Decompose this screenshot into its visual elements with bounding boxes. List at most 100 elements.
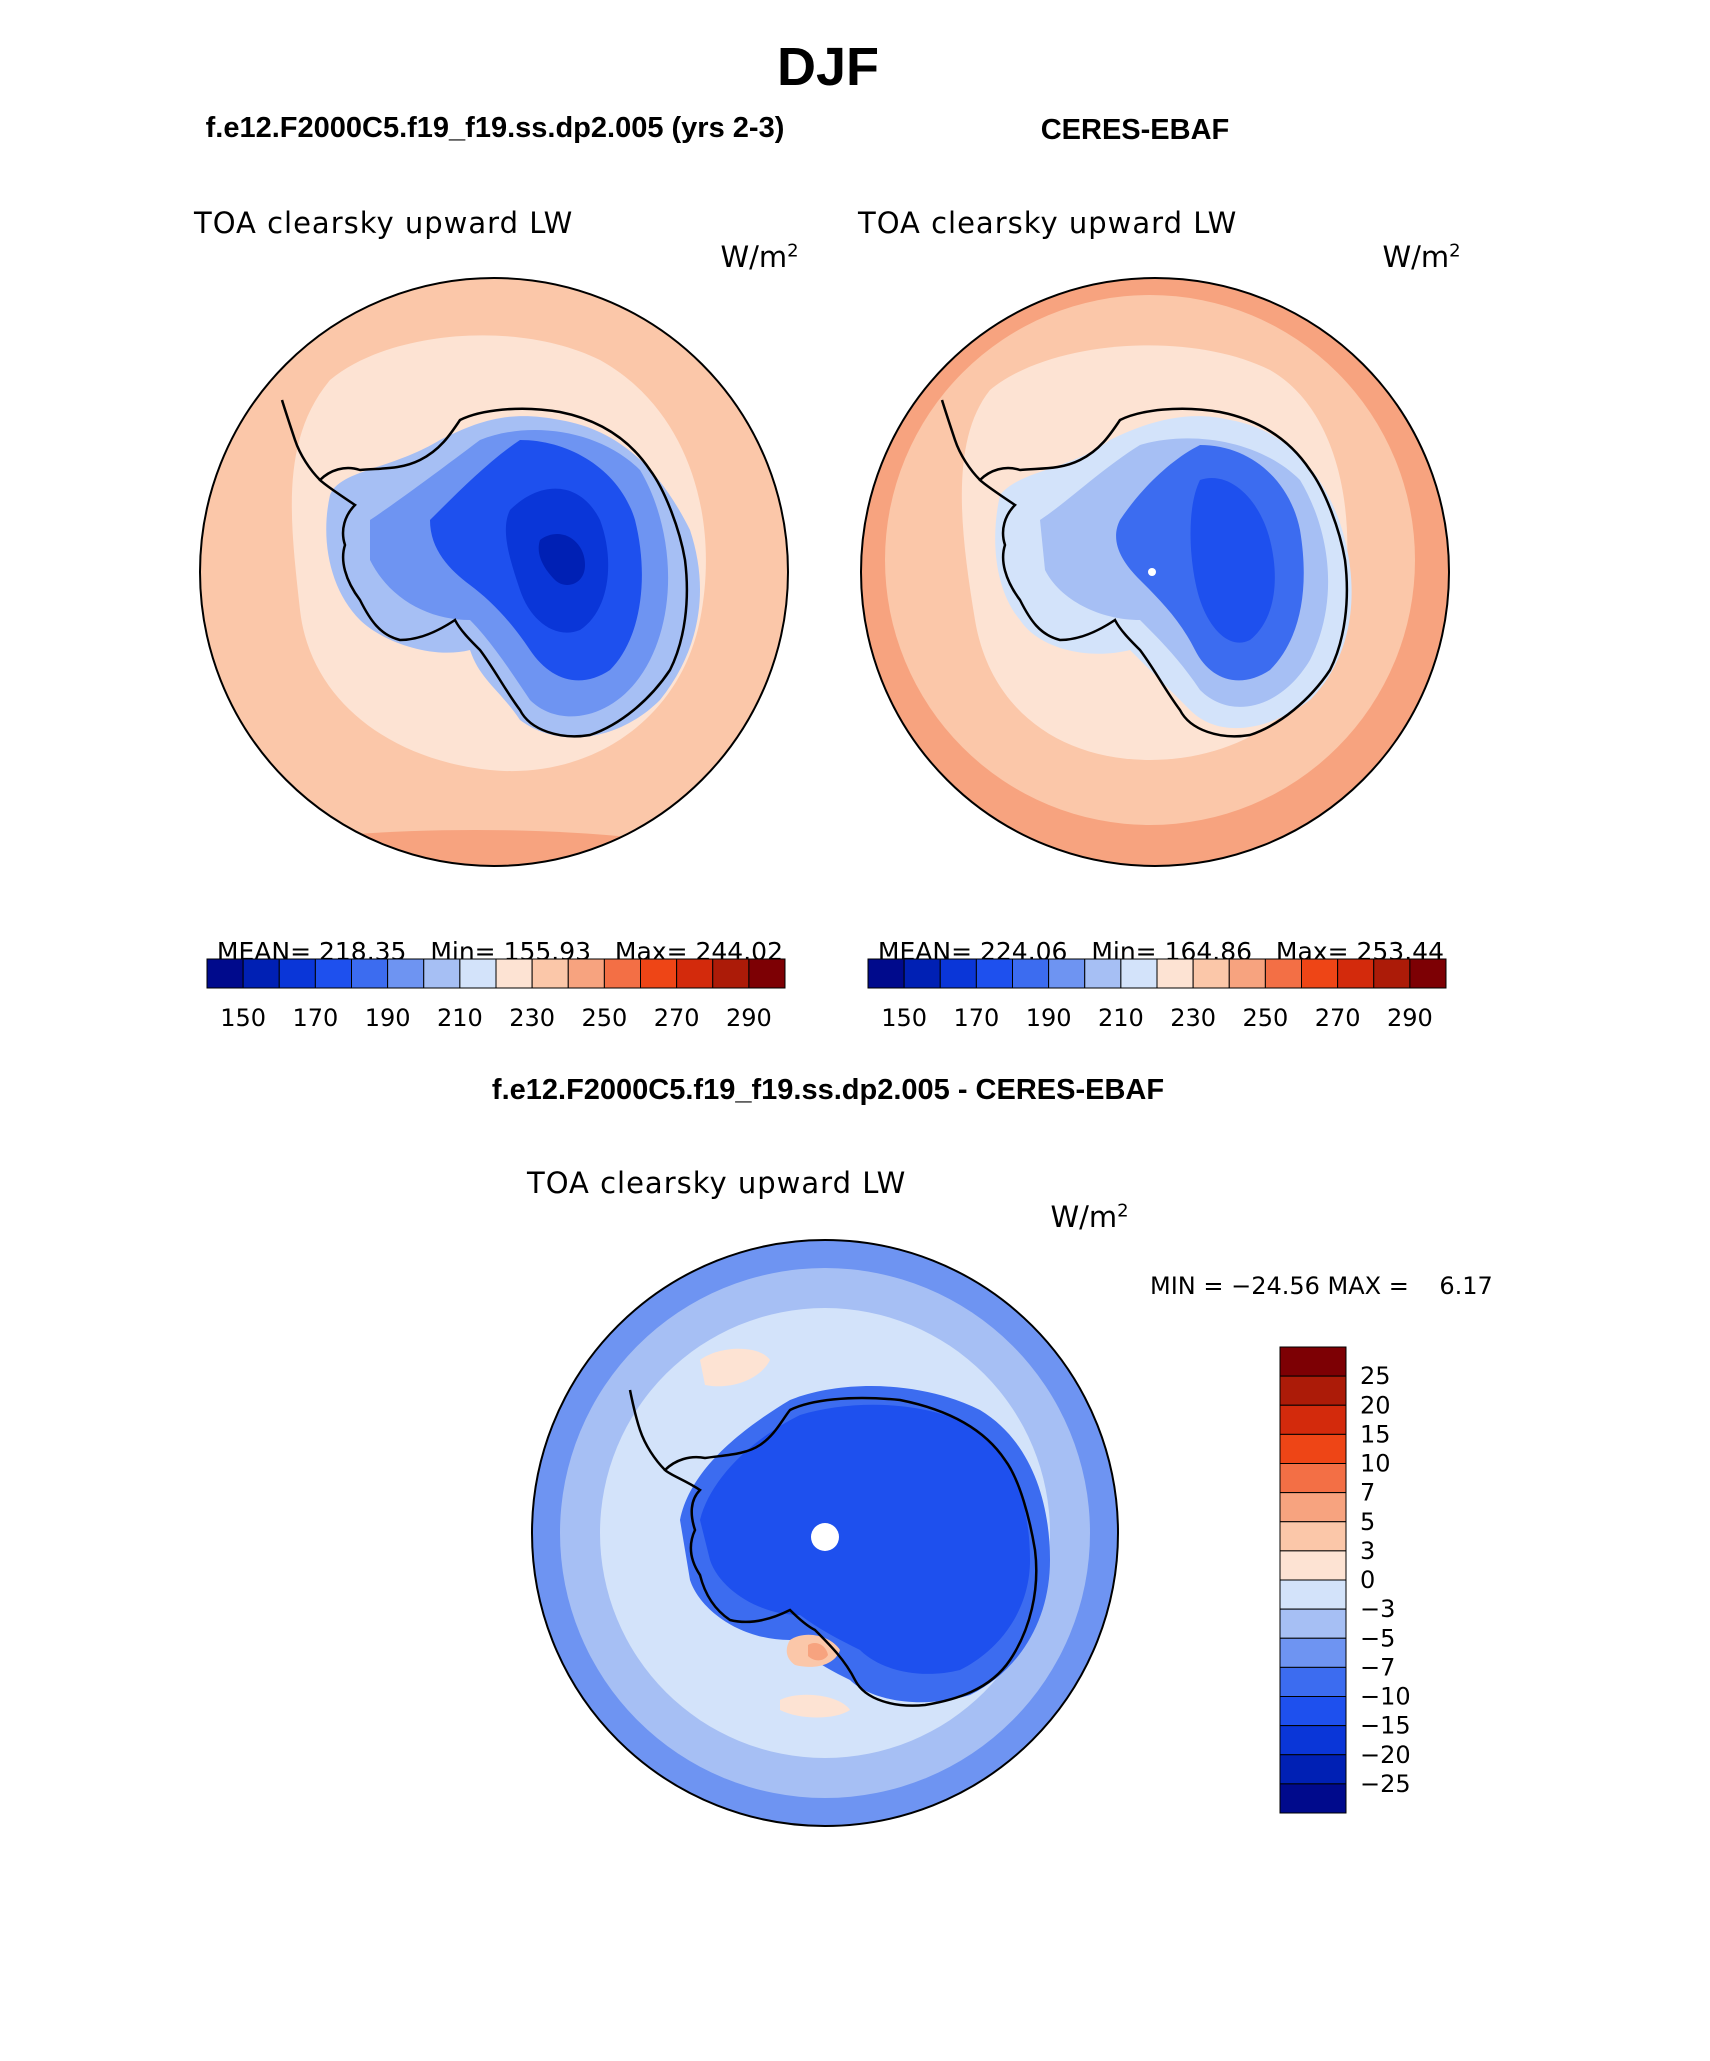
units-exponent: 2 <box>1449 240 1461 262</box>
colorbar-tick-label: 210 <box>1098 1004 1144 1032</box>
positive-patch-core <box>808 1643 828 1661</box>
colorbar-swatch <box>314 958 352 989</box>
colorbar-swatch <box>1012 958 1050 989</box>
colorbar-tick-label: 170 <box>953 1004 999 1032</box>
colorbar-swatch <box>1337 958 1375 989</box>
colorbar-swatch <box>1156 958 1194 989</box>
colorbar-swatch <box>867 958 905 989</box>
page-title: DJF <box>776 37 879 97</box>
colorbar-swatch <box>206 958 244 989</box>
colorbar-tick-label: 3 <box>1360 1537 1375 1565</box>
colorbar-swatch <box>278 958 316 989</box>
difference-minmax: MIN = −24.56 MAX = 6.17 <box>1150 1272 1493 1300</box>
colorbar-swatch <box>1279 1404 1347 1435</box>
units-base: W/m <box>1382 240 1450 274</box>
colorbar-swatch <box>1279 1666 1347 1697</box>
model-variable-label: TOA clearsky upward LW <box>194 206 574 240</box>
colorbar-swatch <box>748 958 786 989</box>
units-base: W/m <box>1050 1200 1118 1234</box>
colorbar-swatch <box>1279 1637 1347 1668</box>
colorbar-tick-label: 230 <box>509 1004 555 1032</box>
difference-variable-label: TOA clearsky upward LW <box>527 1166 907 1200</box>
colorbar-swatch <box>1279 1783 1347 1814</box>
colorbar-tick-label: 150 <box>220 1004 266 1032</box>
obs-colorbar: 150 170 190 210 230 250 270 290 <box>867 958 1447 1032</box>
colorbar-swatch <box>1192 958 1230 989</box>
model-coastline <box>318 407 689 738</box>
obs-variable-label: TOA clearsky upward LW <box>858 206 1238 240</box>
colorbar-tick-label: 190 <box>1026 1004 1072 1032</box>
units-exponent: 2 <box>1117 1200 1129 1222</box>
colorbar-swatch <box>1279 1725 1347 1756</box>
colorbar-tick-label: 25 <box>1360 1362 1391 1390</box>
model-units-label: W/m2 <box>702 206 799 274</box>
outer-band <box>200 830 788 866</box>
colorbar-swatch <box>495 958 533 989</box>
colorbar-swatch <box>423 958 461 989</box>
colorbar-swatch <box>975 958 1013 989</box>
colorbar-tick-label: 290 <box>1387 1004 1433 1032</box>
colorbar-tick-label: −3 <box>1360 1595 1395 1623</box>
colorbar-swatch <box>1279 1521 1347 1552</box>
colorbar-swatch <box>1279 1346 1347 1377</box>
colorbar-swatch <box>1279 1550 1347 1581</box>
colorbar-tick-label: 15 <box>1360 1420 1391 1448</box>
colorbar-swatch <box>1279 1754 1347 1785</box>
colorbar-tick-label: −15 <box>1360 1712 1411 1740</box>
colorbar-swatch <box>1279 1608 1347 1639</box>
colorbar-tick-label: 190 <box>365 1004 411 1032</box>
colorbar-swatch <box>1084 958 1122 989</box>
colorbar-swatch <box>242 958 280 989</box>
colorbar-swatch <box>603 958 641 989</box>
units-exponent: 2 <box>787 240 799 262</box>
colorbar-tick-label: 270 <box>1315 1004 1361 1032</box>
colorbar-swatch <box>567 958 605 989</box>
difference-units-label: W/m2 <box>1032 1166 1129 1234</box>
colorbar-tick-label: 290 <box>726 1004 772 1032</box>
colorbar-swatch <box>1373 958 1411 989</box>
obs-panel-heading: CERES-EBAF <box>1040 114 1230 146</box>
colorbar-swatch <box>1228 958 1266 989</box>
colorbar-tick-label: −5 <box>1360 1624 1395 1652</box>
colorbar-tick-label: 210 <box>437 1004 483 1032</box>
model-colorbar: 150 170 190 210 230 250 270 290 <box>206 958 786 1032</box>
obs-map-border <box>860 277 1450 867</box>
colorbar-swatch <box>351 958 389 989</box>
difference-heading: f.e12.F2000C5.f19_f19.ss.dp2.005 - CERES… <box>491 1074 1165 1106</box>
model-peninsula-outline <box>280 399 321 481</box>
colorbar-tick-label: 10 <box>1360 1450 1391 1478</box>
colorbar-swatch <box>640 958 678 989</box>
colorbar-swatch <box>1279 1463 1347 1494</box>
continent-inner <box>700 1404 1030 1674</box>
colorbar-swatch <box>939 958 977 989</box>
difference-peninsula-outline <box>628 1389 666 1471</box>
colorbar-tick-label: 5 <box>1360 1508 1375 1536</box>
positive-patch <box>780 1694 850 1718</box>
colorbar-tick-label: 270 <box>654 1004 700 1032</box>
south-pole-gap <box>811 1523 839 1551</box>
colorbar-tick-label: 150 <box>881 1004 927 1032</box>
colorbar-swatch <box>459 958 497 989</box>
obs-peninsula-outline <box>940 399 981 481</box>
colorbar-tick-label: 250 <box>1242 1004 1288 1032</box>
colorbar-swatch <box>1409 958 1447 989</box>
colorbar-tick-label: −20 <box>1360 1741 1411 1769</box>
positive-patch <box>700 1348 770 1387</box>
colorbar-swatch <box>1301 958 1339 989</box>
model-polar-map <box>200 278 788 866</box>
colorbar-tick-label: 7 <box>1360 1479 1375 1507</box>
model-panel-heading: f.e12.F2000C5.f19_f19.ss.dp2.005 (yrs 2-… <box>205 112 785 144</box>
obs-polar-map <box>861 278 1449 866</box>
colorbar-tick-label: 250 <box>581 1004 627 1032</box>
colorbar-swatch <box>1279 1375 1347 1406</box>
colorbar-swatch <box>1279 1579 1347 1610</box>
colorbar-swatch <box>1048 958 1086 989</box>
model-map-border <box>199 277 789 867</box>
colorbar-swatch <box>903 958 941 989</box>
continent-core <box>1190 478 1275 643</box>
colorbar-tick-label: 170 <box>292 1004 338 1032</box>
colorbar-swatch <box>387 958 425 989</box>
colorbar-tick-label: −7 <box>1360 1653 1395 1681</box>
